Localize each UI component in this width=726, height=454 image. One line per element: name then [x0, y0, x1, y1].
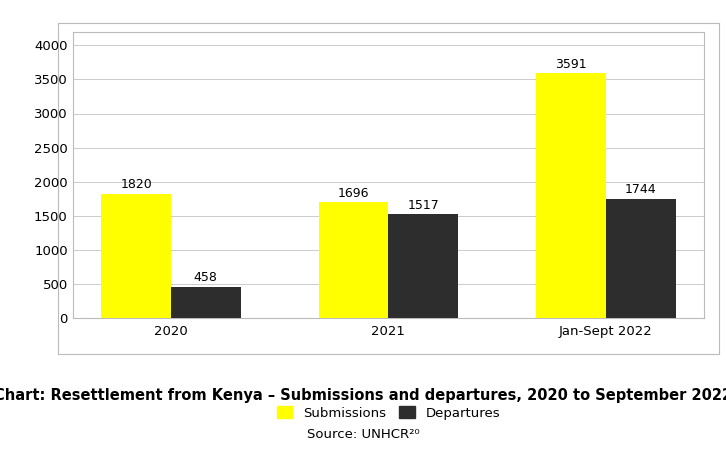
Text: 1744: 1744: [625, 183, 656, 196]
Text: 458: 458: [194, 271, 218, 284]
Bar: [537, 73, 606, 318]
Bar: [606, 199, 675, 318]
Text: 3591: 3591: [555, 58, 587, 70]
Text: Source: UNHCR²⁰: Source: UNHCR²⁰: [306, 428, 420, 441]
Text: 1517: 1517: [407, 199, 439, 212]
Bar: [102, 194, 171, 318]
Bar: [319, 202, 388, 318]
Bar: [171, 286, 240, 318]
Text: 1696: 1696: [338, 187, 370, 200]
Bar: [388, 214, 458, 318]
Legend: Submissions, Departures: Submissions, Departures: [277, 406, 500, 420]
Text: Chart: Resettlement from Kenya – Submissions and departures, 2020 to September 2: Chart: Resettlement from Kenya – Submiss…: [0, 388, 726, 403]
Text: 1820: 1820: [121, 178, 152, 191]
